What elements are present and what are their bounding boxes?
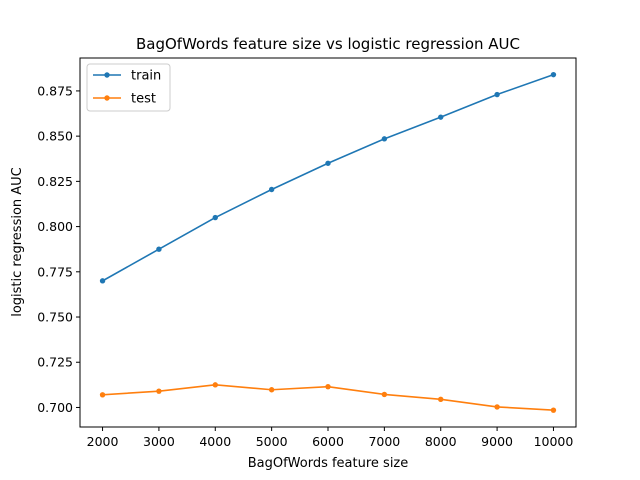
legend-label-train: train (131, 69, 161, 84)
x-tick-label: 5000 (256, 434, 288, 449)
x-tick-label: 10000 (534, 434, 574, 449)
x-tick-label: 4000 (199, 434, 231, 449)
y-tick-label: 0.875 (37, 83, 73, 98)
y-axis-label: logistic regression AUC (10, 167, 25, 317)
data-point-train (268, 186, 275, 193)
data-point-train (325, 160, 331, 166)
x-axis-label: BagOfWords feature size (248, 456, 409, 471)
legend: train test (86, 63, 171, 112)
y-tick-label: 0.750 (37, 310, 73, 325)
x-tick-label: 3000 (143, 434, 175, 449)
plot-frame (79, 57, 577, 428)
x-tick-label: 6000 (312, 434, 344, 449)
data-point-train (550, 71, 557, 78)
x-tick-label: 7000 (368, 434, 400, 449)
series-layer (99, 71, 557, 413)
data-point-train (99, 278, 106, 284)
legend-marker-test (104, 95, 110, 101)
y-tick-label: 0.850 (37, 129, 73, 144)
y-tick-label: 0.800 (37, 219, 73, 234)
data-point-test (381, 391, 388, 398)
y-tick-label: 0.700 (37, 400, 73, 415)
data-point-test (212, 382, 218, 388)
ticks-layer: 2000 3000 4000 5000 6000 7000 8000 9000 10000 0.7… (37, 83, 573, 449)
data-point-test (325, 383, 331, 390)
data-point-train (381, 136, 388, 142)
data-point-test (156, 388, 162, 394)
chart-title: BagOfWords feature size vs logistic regr… (136, 35, 520, 53)
data-point-test (494, 404, 500, 410)
data-point-train (438, 114, 444, 120)
data-point-train (156, 246, 162, 252)
legend-label-test: test (131, 92, 156, 107)
data-point-test (550, 407, 557, 413)
legend-marker-train (104, 72, 110, 78)
x-tick-label: 2000 (87, 434, 119, 449)
x-tick-label: 8000 (425, 434, 457, 449)
data-point-train (212, 214, 218, 221)
y-tick-label: 0.775 (37, 264, 73, 279)
data-point-test (99, 392, 106, 398)
data-point-test (438, 396, 444, 403)
x-tick-label: 9000 (481, 434, 513, 449)
y-tick-label: 0.725 (37, 355, 73, 370)
y-tick-label: 0.825 (37, 174, 73, 189)
data-point-test (268, 387, 275, 393)
data-point-train (494, 91, 500, 98)
